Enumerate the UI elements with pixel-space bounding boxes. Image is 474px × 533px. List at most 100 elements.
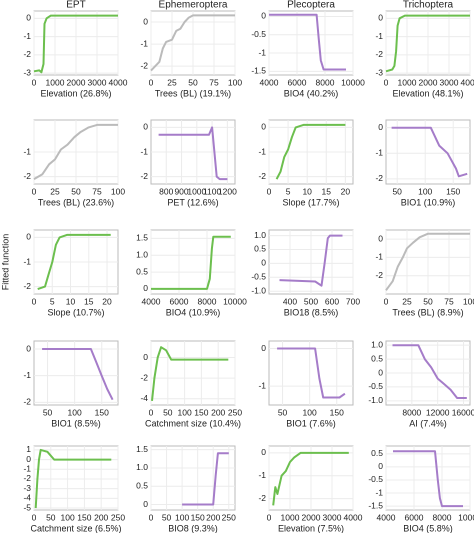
x-tick-label: 8000 [433,512,452,522]
fitted-line [34,448,112,509]
x-axis-label: Slope (17.7%) [282,197,339,207]
plot-area [33,445,119,511]
x-tick-label: 50 [162,512,172,522]
y-tick-label: -0.5 [368,474,383,484]
y-tick-label: -2 [375,173,383,183]
y-tick-label: -2 [140,372,148,382]
x-tick-label: 100 [418,186,432,196]
x-axis-label: Catchment size (10.4%) [145,418,241,428]
fitted-line [150,14,235,72]
y-tick-label: -4 [140,393,148,403]
y-tick-label: -1 [258,470,266,480]
y-tick-label: 0.5 [371,448,383,458]
x-tick-label: 100 [111,186,125,196]
x-tick-label: 200 [94,512,108,522]
x-tick-label: 900 [174,186,188,196]
x-tick-label: 100 [175,512,189,522]
y-tick-label: -1 [23,256,31,266]
y-tick-label: 1.0 [371,339,383,349]
x-tick-label: 4000 [260,77,279,87]
y-tick-label: -2 [258,171,266,181]
x-tick-label: 2000 [67,77,86,87]
x-tick-label: 50 [188,77,198,87]
y-tick-label: -1.0 [251,285,266,295]
x-tick-label: 15 [322,186,332,196]
y-tick-label: -1 [375,252,383,262]
fitted-line [182,452,229,506]
x-tick-label: 0 [32,77,37,87]
fitted-line [33,14,118,74]
x-tick-label: 0 [32,512,37,522]
x-tick-label: 8000 [316,77,335,87]
x-tick-label: 3000 [88,77,107,87]
x-tick-label: 100 [303,407,317,417]
x-axis-label: BIO18 (8.5%) [284,307,339,317]
x-tick-label: 0 [149,407,154,417]
x-axis-label: BIO1 (10.9%) [401,197,456,207]
x-tick-label: 75 [92,186,102,196]
y-tick-label: -4 [23,493,31,503]
y-tick-label: -2 [140,60,148,70]
x-tick-label: 6000 [405,512,424,522]
x-tick-label: 5 [286,186,291,196]
panel-title: Trichoptera [403,0,454,11]
fitted-line [33,123,118,180]
x-tick-label: 10000 [223,296,247,306]
x-tick-label: 16000 [452,407,474,417]
x-tick-label: 100 [68,407,82,417]
x-axis-label: Elevation (7.5%) [278,523,344,533]
y-tick-label: 1.5 [136,233,148,243]
y-tick-label: 0.5 [254,244,266,254]
x-axis-label: AI (7.4%) [409,418,447,428]
fitted-line [279,234,343,287]
x-tick-label: 2000 [302,512,321,522]
x-axis-label: BIO8 (9.3%) [168,523,218,533]
y-tick-label: 0.5 [371,353,383,363]
y-tick-label: 0 [143,122,148,132]
y-tick-label: -2 [23,281,31,291]
x-tick-label: 600 [325,296,339,306]
x-tick-label: 1000 [187,186,206,196]
x-tick-label: 4000 [142,296,161,306]
y-tick-label: 0 [261,11,266,21]
x-tick-label: 6000 [170,296,189,306]
y-tick-label: -0.5 [368,381,383,391]
x-axis-label: Elevation (48.1%) [392,88,463,98]
y-tick-label: -2 [23,473,31,483]
x-axis-label: Trees (BL) (23.6%) [38,197,114,207]
fitted-line [392,344,467,399]
y-tick-label: -2 [23,49,31,59]
x-tick-label: 700 [346,296,360,306]
x-tick-label: 150 [95,407,109,417]
fitted-line [277,347,346,399]
x-tick-label: 8000 [402,407,421,417]
x-tick-label: 1100 [203,186,222,196]
y-tick-label: -5 [23,502,31,512]
y-tick-label: -1 [375,487,383,497]
y-tick-label: -3 [23,483,31,493]
y-tick-label: 1.0 [136,462,148,472]
x-tick-label: 4000 [344,512,363,522]
y-tick-label: 0 [143,16,148,26]
y-tick-label: 0 [378,233,383,243]
x-tick-label: 100 [463,296,474,306]
x-tick-label: 150 [77,512,91,522]
y-tick-label: 0 [261,447,266,457]
fitted-line [151,346,229,402]
y-tick-label: 0.5 [136,266,148,276]
fitted-line [275,123,346,180]
y-tick-label: 0.5 [136,480,148,490]
x-axis-label: Catchment size (6.5%) [30,523,121,533]
x-tick-label: 100 [61,512,75,522]
x-tick-label: 10000 [458,512,474,522]
x-tick-label: 50 [46,512,56,522]
fitted-line [42,348,114,401]
x-tick-label: 75 [209,77,219,87]
y-tick-label: 0 [143,283,148,293]
x-tick-label: 10000 [341,77,365,87]
x-tick-label: 0 [267,512,272,522]
x-axis-label: Slope (10.7%) [47,307,104,317]
x-tick-label: 3000 [323,512,342,522]
plot-area [268,340,354,406]
x-tick-label: 250 [222,512,236,522]
